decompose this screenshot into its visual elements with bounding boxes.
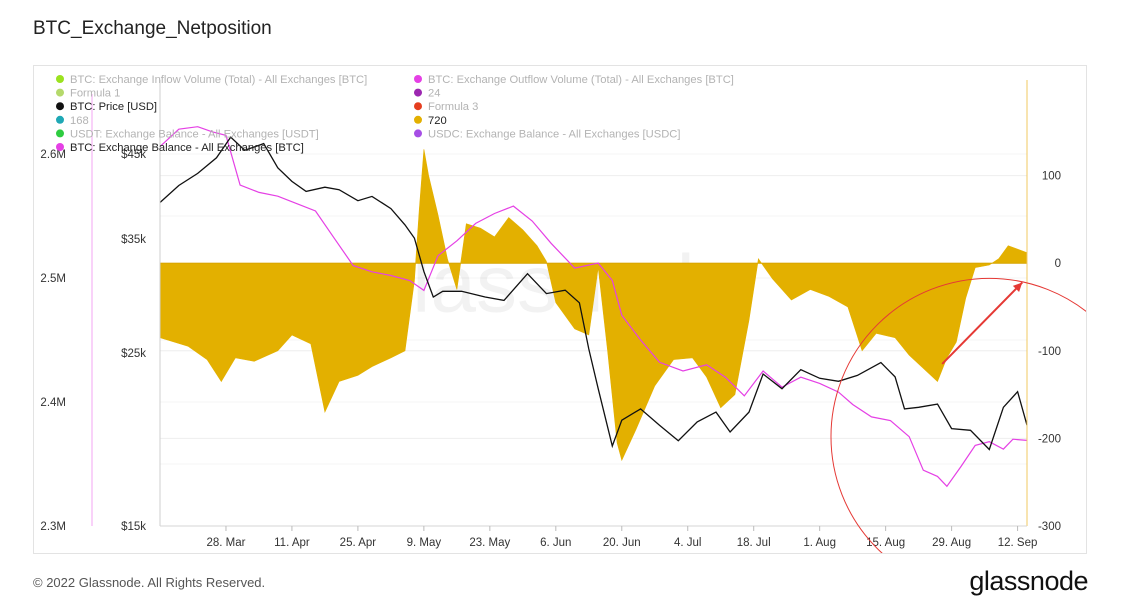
netposition-tick-label: 100 bbox=[1042, 171, 1061, 183]
legend-label: BTC: Exchange Outflow Volume (Total) - A… bbox=[428, 74, 734, 86]
legend-label: Formula 1 bbox=[70, 88, 120, 100]
x-tick-label: 15. Aug bbox=[866, 537, 905, 549]
price-tick-label: $45k bbox=[121, 149, 146, 161]
x-tick-label: 20. Jun bbox=[603, 537, 641, 549]
price-tick-label: $25k bbox=[121, 348, 146, 360]
page-title: BTC_Exchange_Netposition bbox=[33, 18, 272, 39]
legend-marker bbox=[414, 75, 422, 83]
x-tick-label: 6. Jun bbox=[540, 537, 571, 549]
price-tick-label: $35k bbox=[121, 234, 146, 246]
legend-marker bbox=[414, 102, 422, 111]
annotation-arrowhead bbox=[1012, 282, 1023, 292]
legend-marker bbox=[56, 75, 64, 83]
balance-tick-label: 2.3M bbox=[40, 521, 66, 533]
copyright: © 2022 Glassnode. All Rights Reserved. bbox=[33, 575, 266, 590]
netposition-area bbox=[159, 149, 1028, 462]
legend-marker bbox=[414, 88, 422, 97]
legend-label: BTC: Price [USD] bbox=[70, 101, 157, 113]
netposition-tick-label: -100 bbox=[1038, 346, 1061, 358]
x-tick-label: 12. Sep bbox=[998, 537, 1038, 549]
balance-tick-label: 2.5M bbox=[40, 273, 66, 285]
legend-marker bbox=[56, 143, 64, 151]
netposition-tick-label: -300 bbox=[1038, 521, 1061, 533]
netposition-tick-label: 0 bbox=[1055, 258, 1061, 270]
x-tick-label: 9. May bbox=[407, 537, 442, 549]
x-tick-label: 4. Jul bbox=[674, 537, 702, 549]
legend-label: USDC: Exchange Balance - All Exchanges [… bbox=[428, 128, 680, 140]
legend-label: BTC: Exchange Balance - All Exchanges [B… bbox=[70, 142, 304, 154]
legend-label: 24 bbox=[428, 88, 440, 100]
balance-tick-label: 2.4M bbox=[40, 397, 66, 409]
price-line bbox=[159, 136, 1028, 451]
legend-marker bbox=[56, 102, 64, 111]
legend-marker bbox=[56, 115, 64, 124]
legend-marker bbox=[56, 88, 64, 97]
glassnode-logo: glassnode bbox=[969, 566, 1088, 596]
x-tick-label: 18. Jul bbox=[737, 537, 771, 549]
legend-label: 720 bbox=[428, 115, 447, 127]
legend-label: USDT: Exchange Balance - All Exchanges [… bbox=[70, 128, 319, 140]
balance-tick-label: 2.6M bbox=[40, 149, 66, 161]
x-tick-label: 1. Aug bbox=[803, 537, 836, 549]
chart-panel: glassnode 28. Mar 11. Apr 25. Apr 9. May 23. … bbox=[33, 65, 1122, 596]
legend-marker bbox=[414, 129, 422, 138]
legend-marker bbox=[414, 115, 422, 124]
legend-label: BTC: Exchange Inflow Volume (Total) - Al… bbox=[70, 74, 367, 86]
x-tick-label: 23. May bbox=[469, 537, 510, 549]
legend-label: 168 bbox=[70, 115, 89, 127]
x-tick-label: 29. Aug bbox=[932, 537, 971, 549]
legend-label: Formula 3 bbox=[428, 101, 478, 113]
annotation-arrow bbox=[941, 281, 1024, 365]
legend-marker bbox=[56, 129, 64, 138]
netposition-tick-label: -200 bbox=[1038, 433, 1061, 445]
x-tick-label: 28. Mar bbox=[206, 537, 245, 549]
x-tick-label: 11. Apr bbox=[274, 537, 310, 549]
x-tick-label: 25. Apr bbox=[340, 537, 377, 549]
price-tick-label: $15k bbox=[121, 521, 146, 533]
chart: glassnode 28. Mar 11. Apr 25. Apr 9. May 23. … bbox=[40, 74, 1122, 596]
balance-line bbox=[159, 126, 1028, 488]
